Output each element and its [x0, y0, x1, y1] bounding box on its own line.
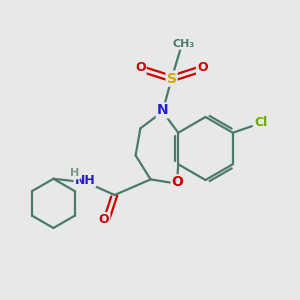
Text: H: H: [70, 168, 80, 178]
Text: NH: NH: [74, 173, 95, 187]
Text: S: S: [167, 72, 177, 86]
Text: O: O: [99, 213, 110, 226]
Text: Cl: Cl: [254, 116, 268, 129]
Text: O: O: [135, 61, 146, 74]
Text: N: N: [157, 103, 168, 117]
Text: O: O: [172, 176, 184, 189]
Text: O: O: [197, 61, 208, 74]
Text: CH₃: CH₃: [173, 39, 195, 49]
